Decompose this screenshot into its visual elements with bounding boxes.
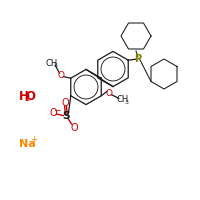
- Text: O: O: [62, 98, 69, 108]
- Text: 3: 3: [54, 63, 58, 68]
- Text: +: +: [30, 135, 38, 144]
- Text: O: O: [50, 108, 57, 118]
- Text: O: O: [58, 71, 64, 79]
- Text: Na: Na: [19, 139, 36, 149]
- Text: O: O: [106, 88, 113, 98]
- Text: 2: 2: [24, 94, 29, 103]
- Text: P: P: [134, 54, 141, 64]
- Text: CH: CH: [116, 96, 129, 104]
- Text: H: H: [19, 90, 29, 102]
- Text: CH: CH: [45, 59, 58, 68]
- Text: O: O: [70, 123, 78, 133]
- Text: S: S: [62, 111, 70, 121]
- Text: O: O: [26, 90, 36, 102]
- Text: 3: 3: [125, 99, 129, 104]
- Text: −: −: [53, 105, 61, 114]
